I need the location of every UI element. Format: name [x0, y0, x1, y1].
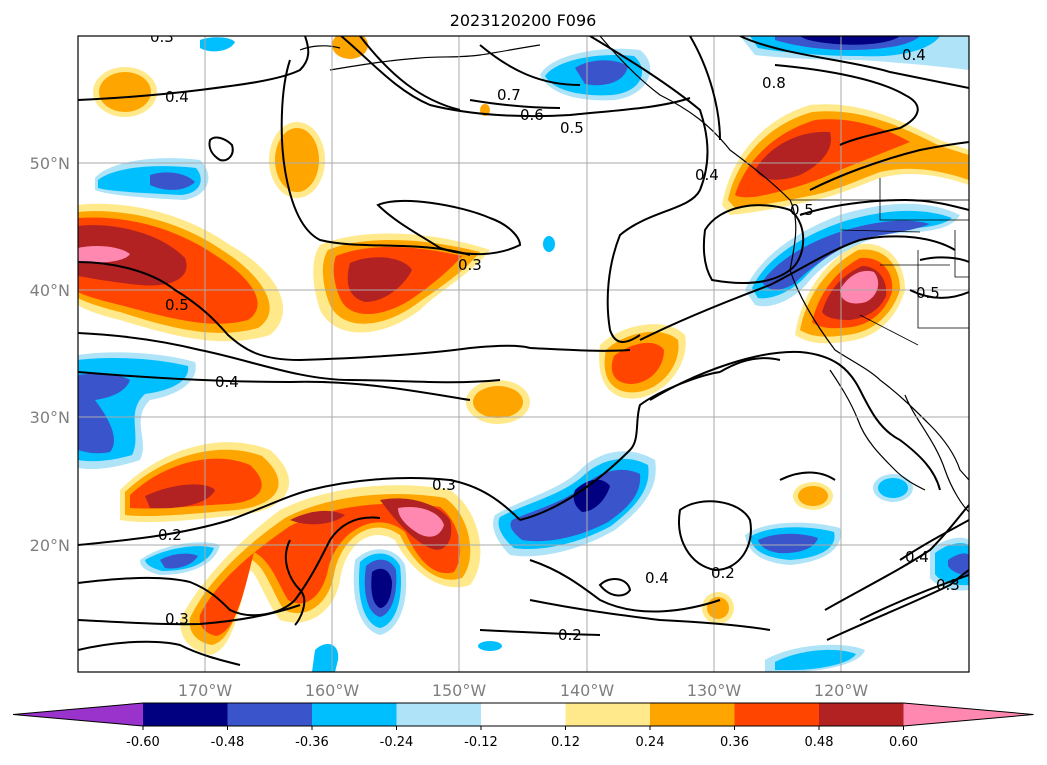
lat-label: 20°N	[30, 536, 70, 555]
colorbar-tick-label: 0.60	[889, 735, 918, 750]
colorbar-tick-label: -0.60	[126, 735, 160, 750]
colorbar-segment	[650, 703, 735, 726]
contour-label: 0.2	[558, 626, 582, 644]
lat-label: 40°N	[30, 281, 70, 300]
colorbar-tick-label: 0.36	[720, 735, 749, 750]
colorbar-segment	[312, 703, 397, 726]
colorbar-segment	[481, 703, 566, 726]
map-frame	[77, 35, 970, 673]
lon-label: 140°W	[560, 681, 615, 700]
colorbar-segment	[227, 703, 313, 726]
contour-label: 0.4	[165, 88, 189, 106]
contour-label: 0.3	[165, 610, 189, 628]
lon-label: 150°W	[432, 681, 487, 700]
colorbar-tick-label: 0.24	[636, 735, 665, 750]
colorbar-extend-low	[13, 703, 143, 726]
plot-title: 2023120200 F096	[450, 11, 597, 30]
contour-label: 0.2	[158, 526, 182, 544]
colorbar-tick-label: 0.12	[551, 735, 580, 750]
contour-label: 0.5	[790, 201, 814, 219]
colorbar-tick-label: -0.12	[464, 735, 498, 750]
lon-label: 130°W	[687, 681, 742, 700]
colorbar-extend-high	[903, 703, 1034, 726]
contour-label: 0.4	[645, 569, 669, 587]
colorbar-tick-label: -0.24	[380, 735, 414, 750]
contour-label: 0.3	[458, 256, 482, 274]
contour-labels: 0.3 0.4 0.7 0.6 0.5 0.4 0.8 0.5 0.4 0.5 …	[150, 28, 960, 644]
lon-label: 160°W	[305, 681, 360, 700]
lon-label: 120°W	[814, 681, 869, 700]
gridlines	[78, 36, 969, 672]
contour-label: 0.4	[905, 548, 929, 566]
contour-lines	[78, 36, 969, 666]
contour-label: 0.7	[497, 86, 521, 104]
anomaly-fill	[78, 36, 969, 672]
map-area: 0.3 0.4 0.7 0.6 0.5 0.4 0.8 0.5 0.4 0.5 …	[78, 28, 969, 672]
longitude-labels: 170°W 160°W 150°W 140°W 130°W 120°W	[178, 681, 869, 700]
contour-label: 0.4	[695, 166, 719, 184]
colorbar-segment	[143, 703, 228, 726]
colorbar-segment	[734, 703, 820, 726]
colorbar-tick-label: -0.36	[295, 735, 329, 750]
contour-label: 0.4	[902, 46, 926, 64]
colorbar-tick-label: 0.48	[805, 735, 834, 750]
contour-label: 0.4	[215, 373, 239, 391]
lon-label: 170°W	[178, 681, 233, 700]
contour-label: 0.3	[936, 576, 960, 594]
colorbar-segment	[396, 703, 482, 726]
lat-label: 30°N	[30, 408, 70, 427]
contour-label: 0.5	[560, 119, 584, 137]
lat-label: 50°N	[30, 154, 70, 173]
latitude-labels: 50°N 40°N 30°N 20°N	[30, 154, 70, 555]
contour-label: 0.2	[711, 564, 735, 582]
contour-label: 0.5	[916, 284, 940, 302]
colorbar: -0.60 -0.48 -0.36 -0.24 -0.12 0.12 0.24 0.36 0.4…	[12, 702, 1034, 750]
colorbar-segment	[819, 703, 904, 726]
contour-label: 0.3	[150, 28, 174, 46]
colorbar-segment	[565, 703, 651, 726]
contour-label: 0.6	[520, 106, 544, 124]
contour-label: 0.5	[165, 296, 189, 314]
contour-label: 0.8	[762, 74, 786, 92]
contour-label: 0.3	[432, 476, 456, 494]
colorbar-tick-label: -0.48	[211, 735, 245, 750]
